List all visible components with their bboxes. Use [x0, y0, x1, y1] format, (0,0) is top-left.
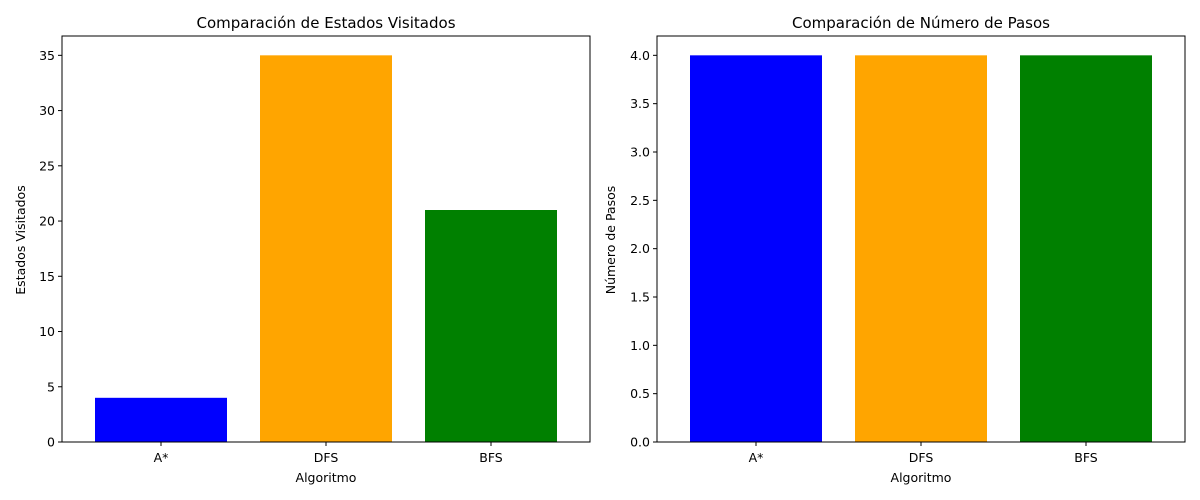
x-axis-label: Algoritmo: [296, 470, 357, 485]
y-tick-label: 2.0: [630, 241, 650, 256]
x-axis-ticks: A* DFS BFS: [749, 442, 1098, 465]
x-axis-label: Algoritmo: [891, 470, 952, 485]
bar-astar: [690, 55, 822, 442]
y-tick-label: 30: [39, 103, 55, 118]
bar-bfs: [425, 210, 557, 442]
y-axis-ticks: 0 5 10 15 20 25 30 35: [39, 48, 62, 450]
y-axis-label: Estados Visitados: [13, 185, 28, 294]
plot-frame: [656, 35, 1186, 443]
y-axis-ticks: 0.0 0.5 1.0 1.5 2.0 2.5 3.0 3.5 4.0: [630, 48, 657, 450]
bar-bfs: [1020, 55, 1152, 442]
y-tick-label: 0.0: [630, 435, 650, 450]
x-tick-label: DFS: [909, 450, 934, 465]
chart-title: Comparación de Número de Pasos: [792, 14, 1050, 32]
y-tick-label: 20: [39, 214, 55, 229]
y-tick-label: 0: [47, 435, 55, 450]
y-tick-label: 3.5: [630, 96, 650, 111]
chart-numero-de-pasos: Comparación de Número de Pasos Algoritmo…: [603, 14, 1186, 485]
y-tick-label: 0.5: [630, 386, 650, 401]
y-tick-label: 15: [39, 269, 55, 284]
y-tick-label: 35: [39, 48, 55, 63]
bar-astar: [95, 397, 227, 442]
y-tick-label: 10: [39, 324, 55, 339]
y-tick-label: 1.0: [630, 338, 650, 353]
chart-title: Comparación de Estados Visitados: [196, 14, 455, 32]
chart-estados-visitados: Comparación de Estados Visitados Algorit…: [13, 14, 591, 485]
y-tick-label: 3.0: [630, 145, 650, 160]
y-tick-label: 5: [47, 379, 55, 394]
bar-dfs: [260, 55, 392, 442]
bars: [95, 55, 557, 442]
plot-frame: [61, 35, 591, 443]
y-tick-label: 4.0: [630, 48, 650, 63]
x-tick-label: BFS: [479, 450, 503, 465]
x-tick-label: A*: [154, 450, 169, 465]
y-tick-label: 1.5: [630, 290, 650, 305]
y-tick-label: 2.5: [630, 193, 650, 208]
x-tick-label: A*: [749, 450, 764, 465]
x-tick-label: DFS: [314, 450, 339, 465]
bar-dfs: [855, 55, 987, 442]
bars: [690, 55, 1152, 442]
x-axis-ticks: A* DFS BFS: [154, 442, 503, 465]
y-tick-label: 25: [39, 158, 55, 173]
x-tick-label: BFS: [1074, 450, 1098, 465]
y-axis-label: Número de Pasos: [603, 186, 618, 295]
